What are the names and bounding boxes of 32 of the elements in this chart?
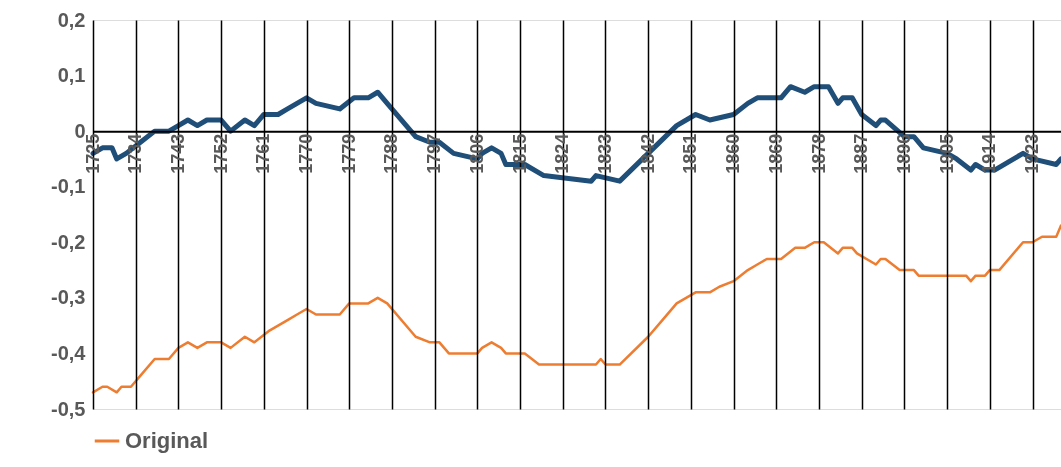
y-tick-label: -0,1 [51, 175, 86, 198]
x-tick-label: 1752 [210, 133, 231, 174]
x-tick-label: 1860 [723, 133, 744, 174]
x-tick-label: 1761 [253, 133, 274, 174]
line-series [91, 224, 1061, 394]
legend-label: Original [125, 428, 209, 453]
y-tick-label: 0 [74, 119, 86, 142]
y-tick-label: -0,2 [51, 230, 86, 253]
x-tick-label: 1806 [466, 133, 487, 174]
y-tick-label: -0,5 [51, 397, 86, 420]
x-tick-label: 1869 [765, 133, 786, 174]
y-tick-label: 0,2 [57, 8, 86, 31]
x-tick-label: 1815 [509, 133, 530, 174]
x-tick-label: 1923 [1022, 133, 1043, 174]
x-tick-label: 1896 [893, 133, 914, 174]
x-tick-label: 1851 [680, 133, 701, 174]
x-tick-label: 1743 [167, 133, 188, 174]
y-tick-label: -0,4 [51, 341, 87, 364]
x-tick-label: 1878 [808, 133, 829, 174]
y-tick-label: -0,3 [51, 286, 86, 309]
x-tick-label: 1824 [552, 133, 573, 174]
x-tick-label: 1842 [637, 133, 658, 174]
x-tick-label: 1770 [296, 133, 317, 174]
x-tick-label: 1779 [338, 133, 359, 174]
x-tick-label: 1914 [979, 133, 1000, 174]
x-tick-label: 1833 [594, 133, 615, 174]
x-tick-label: 1887 [851, 133, 872, 174]
y-tick-label: 0,1 [57, 64, 86, 87]
x-tick-label: 1797 [424, 133, 445, 174]
x-tick-label: 1788 [381, 133, 402, 174]
x-tick-label: 1905 [936, 133, 957, 174]
x-tick-label: 1734 [125, 133, 146, 174]
